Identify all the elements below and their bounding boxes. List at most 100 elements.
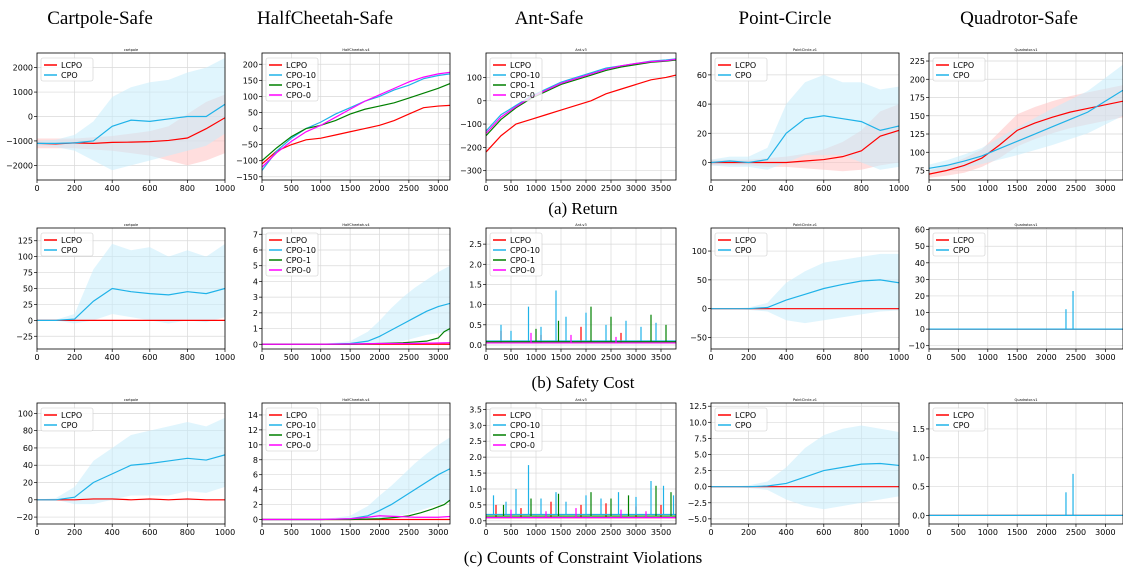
axes-frame: [710, 52, 900, 181]
subplot-r1-c3: PointCircle-v1 0 200 400 600 800 1000 −50 0 50 100…: [690, 223, 909, 362]
plot-area: [929, 290, 1123, 330]
y-tick-label: 225: [910, 57, 925, 66]
subplot-r1-c2: Ant-v3 0 500 1000 1500 2000 2500 3000 3500 0.0 0.5…: [469, 223, 677, 362]
legend-label: LCPO: [61, 61, 82, 70]
row-caption-constraint-violations: (c) Counts of Constraint Violations: [464, 548, 703, 567]
column-title-ant: Ant-Safe: [515, 8, 584, 29]
y-tick-label: 50: [248, 108, 258, 117]
band-cpo: [37, 417, 225, 505]
series-line-cpo: [37, 287, 225, 321]
legend-label: LCPO: [735, 61, 756, 70]
y-tick-label: 75: [915, 167, 925, 176]
column-title-point-circle: Point-Circle: [739, 8, 832, 29]
legend-label: CPO-10: [286, 246, 316, 255]
subplot-title: PointCircle-v1: [793, 223, 817, 227]
plot-area: [262, 437, 450, 521]
x-tick-label: 1000: [215, 353, 235, 362]
x-tick-label: 1000: [889, 184, 909, 193]
x-tick-label: 0: [926, 184, 931, 193]
plot-area: [929, 473, 1123, 516]
legend-label: LCPO: [953, 411, 974, 420]
plot-area: [711, 253, 899, 324]
y-tick-label: 40: [915, 259, 925, 268]
subplot-r1-c4: Quadrotor-v10 500 1000 1500 2000 2500 3000−100…: [908, 223, 1123, 362]
y-tick-label: 25: [23, 300, 33, 309]
y-tick-label: −2000: [6, 161, 33, 170]
legend-label: LCPO: [735, 411, 756, 420]
legend-box: [265, 232, 319, 277]
legend-label: CPO-0: [510, 266, 535, 275]
y-tick-label: 3.5: [469, 405, 482, 414]
y-tick-label: 2: [253, 501, 258, 510]
legend-label: LCPO: [510, 236, 531, 245]
series-line-cpo: [929, 89, 1123, 169]
x-tick-label: 3000: [626, 528, 646, 537]
row-caption-safety-cost: (b) Safety Cost: [532, 373, 635, 392]
x-tick-label: 600: [142, 528, 157, 537]
column-title-halfcheetah: HalfCheetah-Safe: [257, 8, 393, 29]
x-tick-label: 2000: [369, 528, 389, 537]
y-tick-label: 150: [243, 76, 258, 85]
y-tick-label: 20: [697, 129, 707, 138]
x-tick-label: 1500: [551, 353, 571, 362]
y-tick-label: 2: [253, 309, 258, 318]
series-line-lcpo: [929, 100, 1123, 175]
x-tick-label: 0: [926, 528, 931, 537]
y-tick-label: 8: [253, 456, 258, 465]
x-tick-label: 2500: [1066, 184, 1086, 193]
subplot-title: PointCircle-v1: [793, 48, 817, 52]
y-tick-label: 125: [910, 130, 925, 139]
series-line-cpo: [711, 279, 899, 310]
legend-label: CPO-0: [286, 441, 311, 450]
x-tick-label: 1000: [311, 353, 331, 362]
y-tick-label: 1.5: [469, 469, 482, 478]
x-tick-label: 400: [105, 184, 120, 193]
y-tick-label: 7.5: [694, 434, 707, 443]
y-tick-label: 40: [23, 461, 33, 470]
series-line-cpo-0: [486, 58, 676, 134]
legend-label: CPO-1: [286, 431, 311, 440]
x-tick-label: 3000: [428, 528, 448, 537]
column-title-cartpole: Cartpole-Safe: [47, 8, 153, 29]
band-cpo: [711, 74, 899, 170]
x-tick-label: 0: [34, 184, 39, 193]
y-tick-label: −50: [690, 333, 707, 342]
y-tick-label: 50: [23, 285, 33, 294]
x-tick-label: 1500: [1007, 528, 1027, 537]
y-tick-label: 0: [28, 316, 33, 325]
x-tick-label: 1000: [526, 184, 546, 193]
subplot-title: PointCircle-v1: [793, 398, 817, 402]
x-tick-label: 3500: [651, 353, 671, 362]
x-tick-label: 400: [779, 184, 794, 193]
y-tick-label: 1.5: [912, 425, 925, 434]
x-tick-label: 2500: [1066, 528, 1086, 537]
x-tick-label: 500: [951, 353, 966, 362]
x-tick-label: 500: [284, 184, 299, 193]
y-tick-label: 5: [253, 262, 258, 271]
y-tick-label: 0.0: [469, 341, 482, 350]
band-cpo-10: [262, 265, 450, 345]
x-tick-label: 2000: [576, 184, 596, 193]
x-tick-label: 2000: [576, 528, 596, 537]
legend-label: CPO-1: [510, 256, 535, 265]
legend-label: LCPO: [286, 61, 307, 70]
y-tick-label: 12: [248, 426, 258, 435]
subplot-r2-c2: Ant-v3 0 500 1000 1500 2000 2500 3000 3500 0.0 0.5…: [469, 398, 677, 537]
plot-area: [929, 64, 1123, 178]
x-tick-label: 3000: [428, 353, 448, 362]
band-cpo: [37, 243, 225, 324]
series-line-cpo: [711, 462, 899, 488]
y-tick-label: 0: [253, 516, 258, 525]
legend-label: CPO: [953, 71, 970, 80]
series-line-cpo: [711, 115, 899, 164]
y-tick-label: 50: [915, 242, 925, 251]
y-tick-label: 0.5: [912, 483, 925, 492]
legend-label: CPO: [61, 71, 78, 80]
y-tick-label: 1.5: [469, 280, 482, 289]
x-tick-label: 1000: [526, 353, 546, 362]
x-tick-label: 200: [67, 184, 82, 193]
x-tick-label: 200: [741, 528, 756, 537]
y-tick-label: 5.0: [694, 450, 707, 459]
